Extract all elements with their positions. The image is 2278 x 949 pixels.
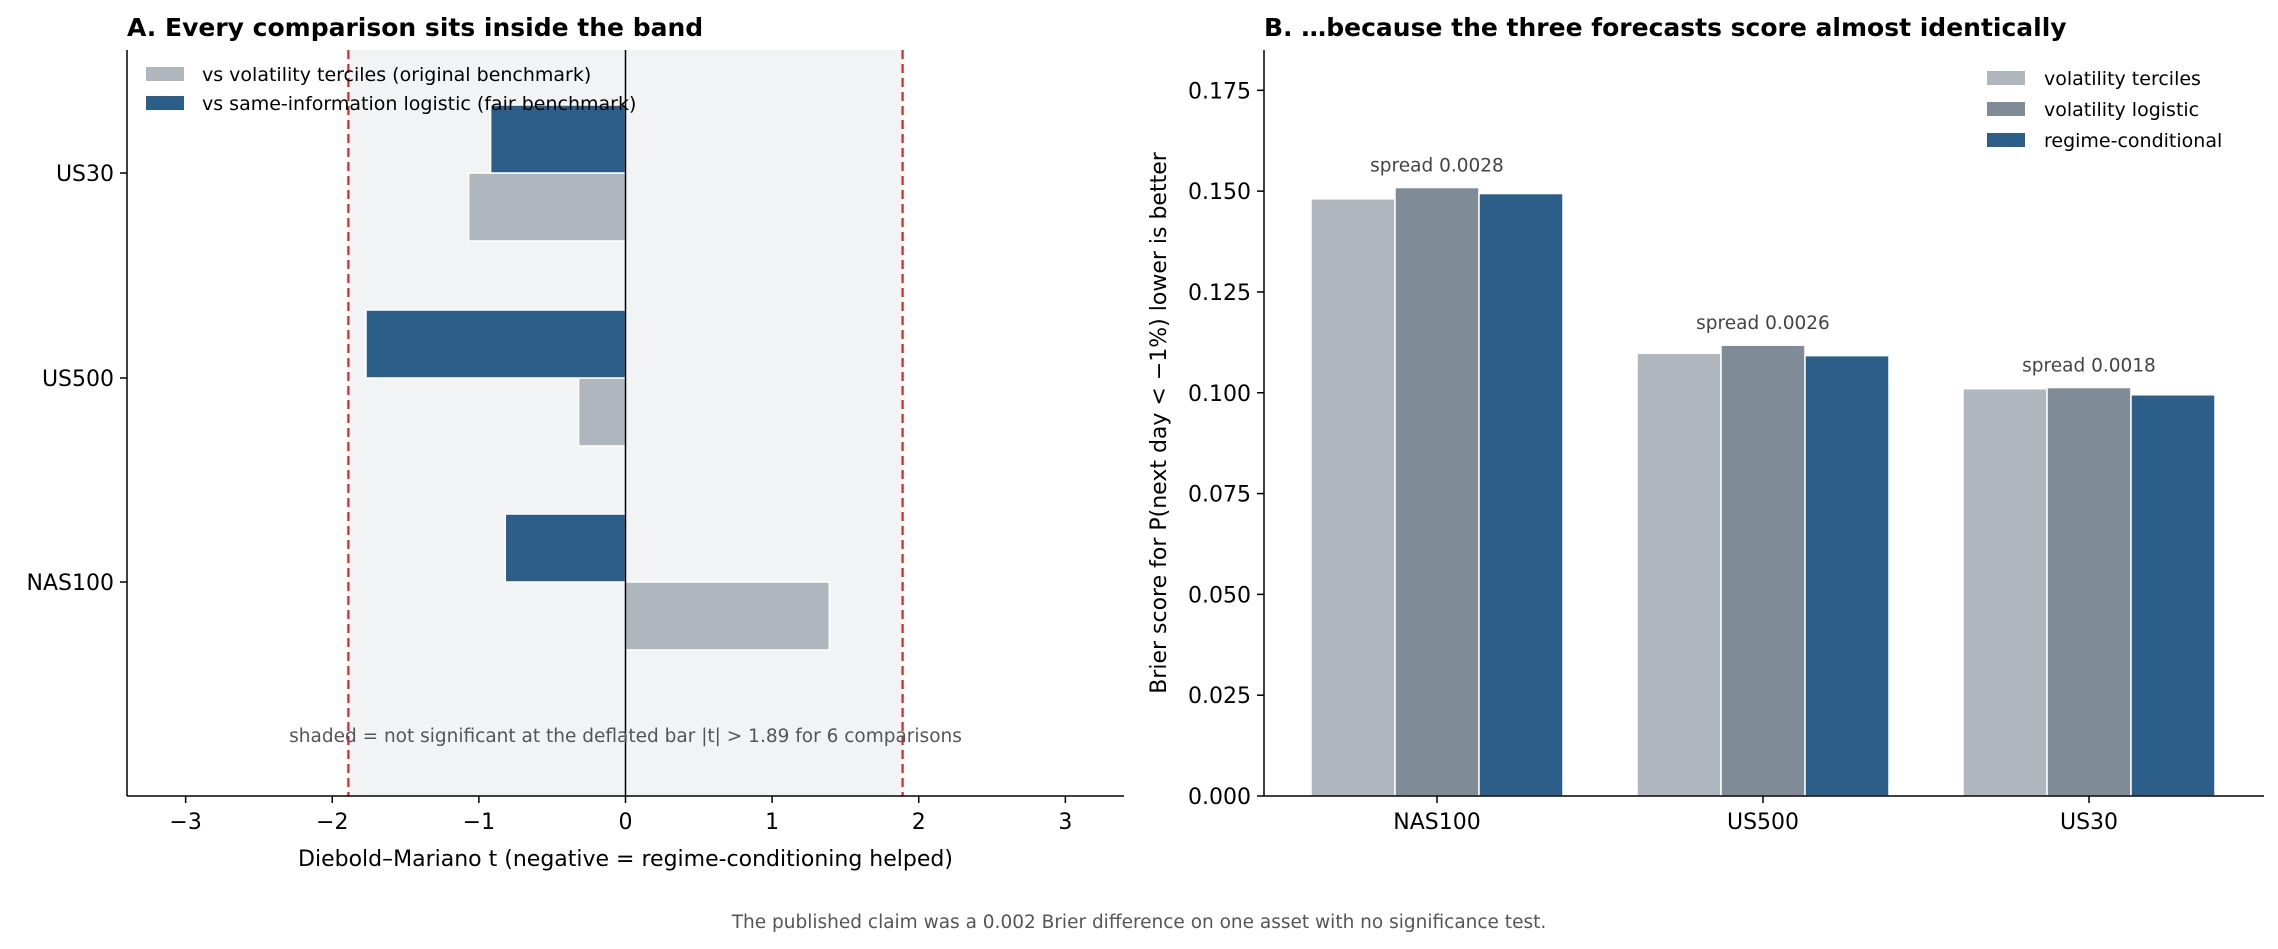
- spread-label-us500: spread 0.0026: [1696, 313, 1830, 334]
- y-tick-label-us500: US500: [42, 367, 114, 392]
- y-tick-label: 0.050: [1188, 583, 1251, 608]
- bar-nas100-volatility-terciles: [1310, 198, 1396, 797]
- legend-label: vs same-information logistic (fair bench…: [202, 93, 636, 115]
- panel-a-x-axis-label: Diebold–Mariano t (negative = regime-con…: [298, 847, 953, 872]
- panel-a: −3 −2 −1 0 1 2 3 NAS100 US500 US30 A. Every comp…: [27, 13, 1124, 872]
- x-tick-label: −2: [316, 810, 348, 835]
- panel-a-legend: vs volatility terciles (original benchma…: [146, 64, 636, 115]
- y-tick-label: 0.175: [1188, 79, 1251, 104]
- panel-b-title: B. …because the three forecasts score al…: [1264, 13, 2067, 42]
- x-tick-label-us500: US500: [1727, 810, 1799, 835]
- y-tick-label: 0.125: [1188, 281, 1251, 306]
- bar-us30-regime-conditional: [2130, 394, 2216, 797]
- legend-swatch: [146, 67, 184, 81]
- legend-swatch: [1987, 133, 2025, 147]
- panel-a-title: A. Every comparison sits inside the band: [127, 13, 703, 42]
- y-tick-label: 0.075: [1188, 483, 1251, 508]
- significance-note: shaded = not significant at the deflated…: [289, 726, 962, 747]
- panel-b: 0.000 0.025 0.050 0.075 0.100 0.125 0.150 0.175…: [1147, 13, 2264, 835]
- bar-us500-vs-terciles: [577, 377, 627, 447]
- spread-label-us30: spread 0.0018: [2022, 356, 2156, 377]
- x-tick-label: 1: [765, 810, 779, 835]
- panel-b-y-axis-label: Brier score for P(next day < −1%) lower …: [1147, 151, 1172, 694]
- legend-swatch: [1987, 102, 2025, 116]
- footer-note: The published claim was a 0.002 Brier di…: [731, 912, 1546, 933]
- x-tick-label-nas100: NAS100: [1393, 810, 1480, 835]
- bar-us30-volatility-logistic: [2046, 386, 2132, 797]
- bar-nas100-vs-terciles: [624, 581, 831, 651]
- x-tick-label: −3: [169, 810, 201, 835]
- legend-label: vs volatility terciles (original benchma…: [202, 64, 591, 86]
- bar-nas100-volatility-logistic: [1394, 186, 1480, 797]
- legend-label: regime-conditional: [2044, 130, 2222, 152]
- x-tick-label: −1: [463, 810, 495, 835]
- x-tick-label-us30: US30: [2060, 810, 2118, 835]
- bar-us500-volatility-terciles: [1636, 352, 1722, 797]
- y-tick-label: 0.100: [1188, 382, 1251, 407]
- y-tick-label-nas100: NAS100: [27, 571, 114, 596]
- bar-us30-vs-terciles: [467, 172, 627, 242]
- legend-label: volatility terciles: [2044, 68, 2201, 90]
- bar-us30-volatility-terciles: [1962, 387, 2048, 797]
- legend-label: volatility logistic: [2044, 99, 2199, 121]
- x-tick-label: 2: [912, 810, 926, 835]
- x-tick-label: 0: [619, 810, 633, 835]
- y-tick-label: 0.150: [1188, 180, 1251, 205]
- bar-nas100-regime-conditional: [1478, 192, 1564, 797]
- bar-us30-vs-logistic: [489, 104, 627, 174]
- x-tick-label: 3: [1058, 810, 1072, 835]
- y-tick-label: 0.000: [1188, 785, 1251, 810]
- legend-swatch: [1987, 71, 2025, 85]
- bar-us500-regime-conditional: [1804, 354, 1890, 797]
- y-tick-label-us30: US30: [56, 162, 114, 187]
- bar-nas100-vs-logistic: [504, 513, 627, 583]
- bar-us500-volatility-logistic: [1720, 344, 1806, 797]
- bar-us500-vs-logistic: [365, 309, 627, 379]
- spread-label-nas100: spread 0.0028: [1370, 156, 1504, 177]
- panel-b-legend: volatility terciles volatility logistic re…: [1987, 68, 2222, 152]
- legend-swatch: [146, 96, 184, 110]
- y-tick-label: 0.025: [1188, 684, 1251, 709]
